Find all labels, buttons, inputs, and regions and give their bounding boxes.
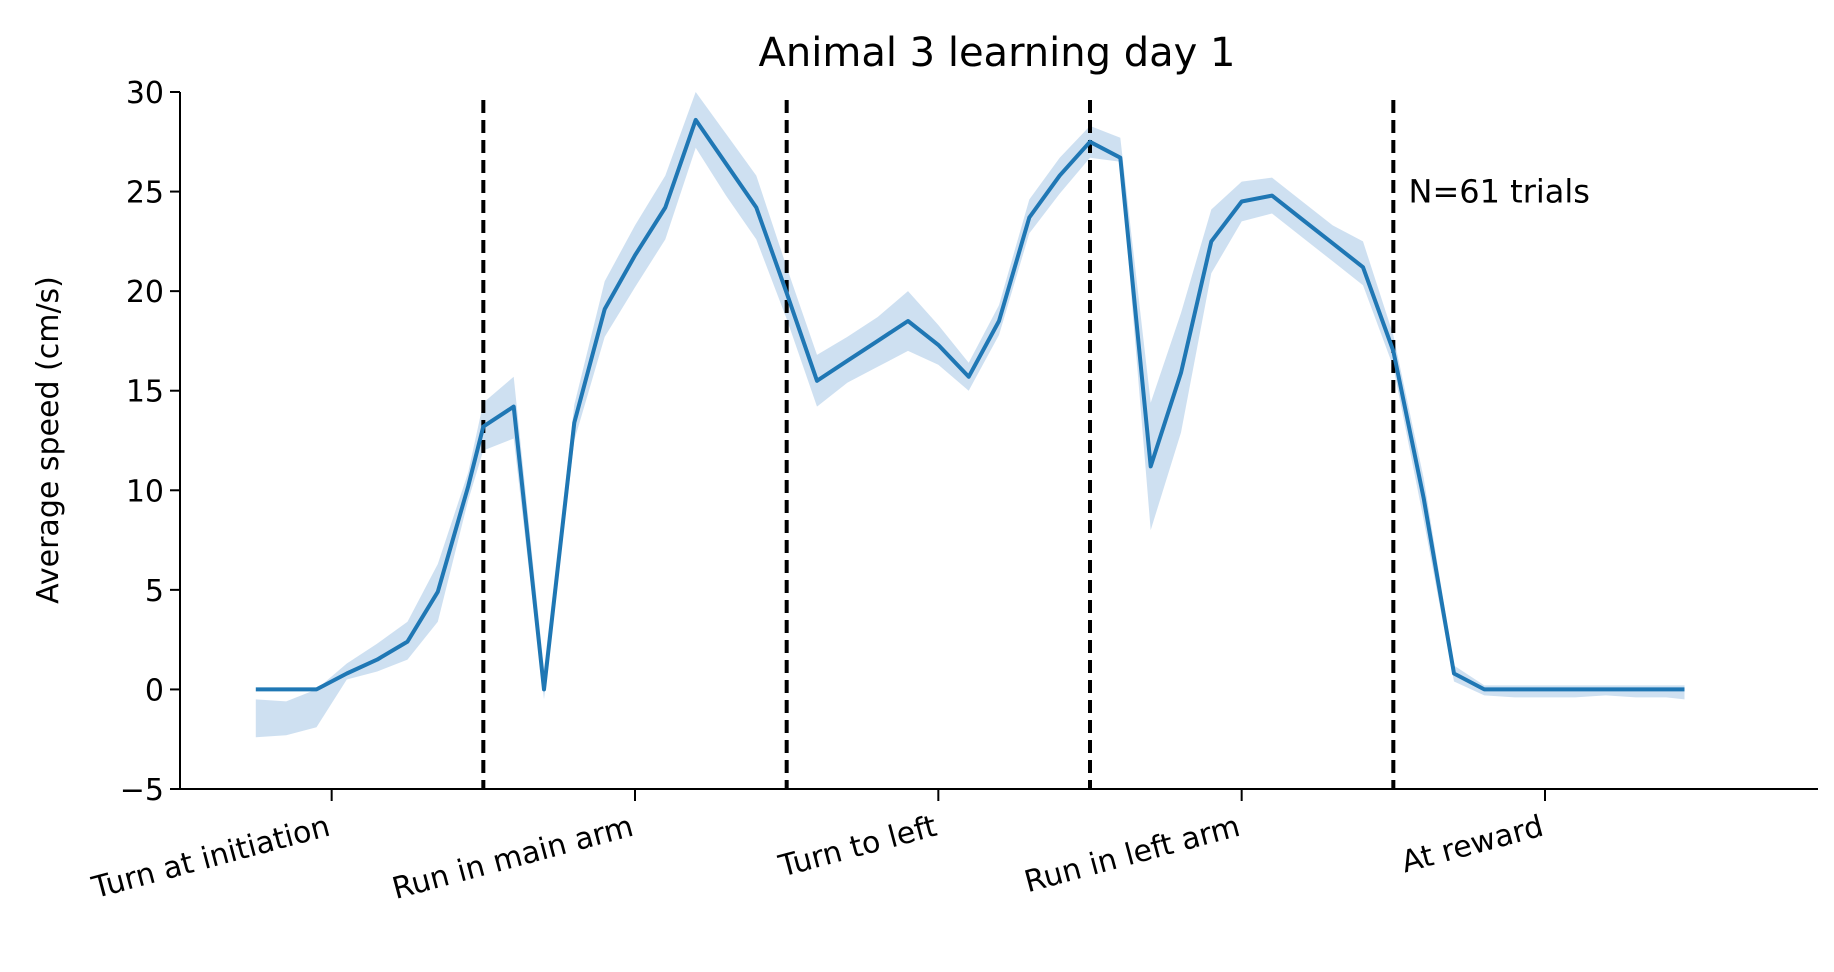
data-point [754, 206, 758, 210]
data-point [785, 291, 789, 295]
data-point [1088, 140, 1092, 144]
y-axis-label: Average speed (cm/s) [31, 276, 66, 604]
data-point [315, 687, 319, 691]
y-tick-label: −5 [120, 773, 164, 808]
data-point [481, 425, 485, 429]
y-tick-label: 10 [126, 474, 164, 509]
data-point [1331, 241, 1335, 245]
y-tick-label: 0 [145, 673, 164, 708]
series-line-layer [254, 117, 1687, 692]
data-point [1270, 194, 1274, 198]
data-point [1391, 349, 1395, 353]
data-point [1573, 687, 1577, 691]
data-point [466, 484, 470, 488]
data-point [1452, 672, 1456, 676]
data-point [1240, 200, 1244, 204]
annotation-layer: N=61 trials [1409, 173, 1590, 211]
data-point [906, 319, 910, 323]
data-point [375, 658, 379, 662]
data-point [284, 687, 288, 691]
data-point [1179, 371, 1183, 375]
y-tick-label: 25 [126, 176, 164, 211]
confidence-band-layer [255, 92, 1685, 738]
data-point [572, 421, 576, 425]
data-point [1543, 687, 1547, 691]
x-tick-label: Run in main arm [389, 809, 637, 907]
data-point [254, 687, 258, 691]
y-tick-label: 5 [145, 574, 164, 609]
data-point [1634, 687, 1638, 691]
data-point [936, 343, 940, 347]
data-point [633, 253, 637, 257]
trial-count-annotation: N=61 trials [1409, 173, 1590, 211]
confidence-band [255, 92, 1685, 738]
x-tick-label: At reward [1398, 809, 1547, 880]
data-point [1361, 265, 1365, 269]
x-tick-label: Turn at initiation [88, 809, 334, 906]
data-point [1513, 687, 1517, 691]
phase-boundary-layer [481, 100, 1396, 789]
series-line [255, 117, 1685, 692]
data-point [1058, 174, 1062, 178]
data-point [1683, 687, 1687, 691]
data-point [436, 590, 440, 594]
data-point [876, 339, 880, 343]
data-point [845, 359, 849, 363]
data-point [997, 319, 1001, 323]
data-point [1118, 156, 1122, 160]
data-point [1027, 216, 1031, 220]
data-point [603, 307, 607, 311]
data-point [967, 375, 971, 379]
data-point [1482, 687, 1486, 691]
chart-title: Animal 3 learning day 1 [759, 30, 1236, 76]
x-tick-label: Turn to left [774, 809, 940, 885]
y-tick-label: 15 [126, 375, 164, 410]
data-point [663, 206, 667, 210]
data-point [1604, 687, 1608, 691]
y-tick-label: 30 [126, 76, 164, 111]
data-point [724, 162, 728, 166]
data-point [406, 640, 410, 644]
data-point [512, 405, 516, 409]
data-point [1209, 239, 1213, 243]
data-point [1664, 687, 1668, 691]
data-point [542, 687, 546, 691]
data-point [1300, 218, 1304, 222]
data-point [694, 118, 698, 122]
x-tick-label: Run in left arm [1021, 809, 1244, 900]
data-point [345, 672, 349, 676]
data-point [1149, 464, 1153, 468]
data-point [1422, 496, 1426, 500]
data-point [815, 379, 819, 383]
y-tick-label: 20 [126, 275, 164, 310]
